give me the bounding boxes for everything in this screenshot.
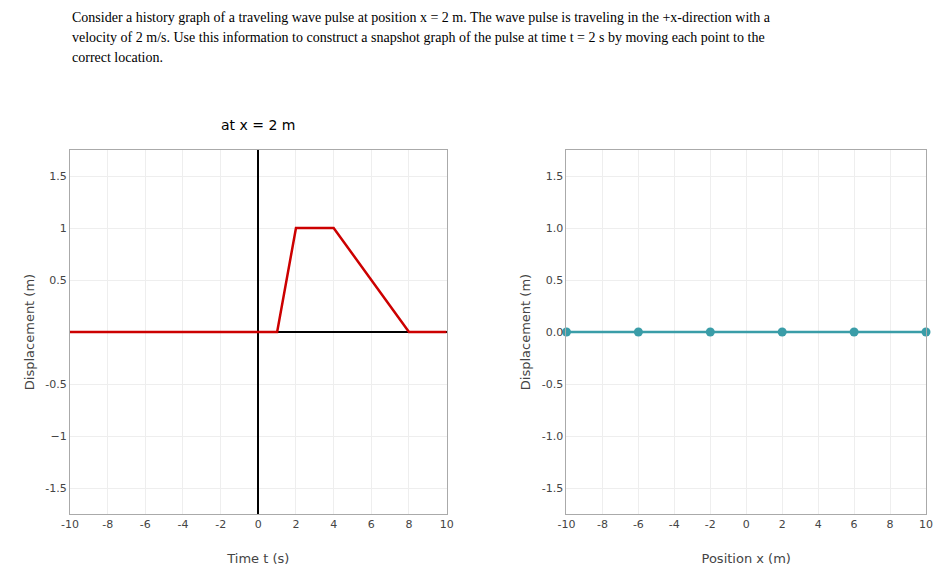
svg-text:1.5: 1.5: [49, 170, 67, 183]
svg-text:Consider a history graph of a: Consider a history graph of a traveling …: [72, 10, 771, 25]
svg-text:1.0: 1.0: [546, 222, 564, 235]
svg-text:Time t (s): Time t (s): [226, 551, 289, 566]
svg-text:Position x (m): Position x (m): [702, 551, 791, 566]
svg-text:-4: -4: [669, 518, 680, 531]
svg-text:10: 10: [440, 518, 454, 531]
svg-text:6: 6: [851, 518, 858, 531]
svg-text:-0.5: -0.5: [45, 378, 66, 391]
svg-text:0: 0: [255, 518, 262, 531]
svg-text:-10: -10: [61, 518, 79, 531]
svg-text:−1: −1: [51, 430, 67, 443]
svg-text:8: 8: [405, 518, 412, 531]
svg-text:velocity of 2 m/s. Use this in: velocity of 2 m/s. Use this information …: [72, 30, 765, 45]
svg-text:-1.5: -1.5: [542, 482, 563, 495]
svg-text:correct location.: correct location.: [72, 50, 163, 65]
svg-text:0.5: 0.5: [49, 274, 67, 287]
svg-text:0.5: 0.5: [546, 274, 564, 287]
svg-text:-4: -4: [178, 518, 189, 531]
svg-text:1.5: 1.5: [546, 170, 564, 183]
svg-text:-1.0: -1.0: [542, 430, 563, 443]
svg-text:0.0: 0.0: [546, 326, 564, 339]
svg-text:0: 0: [743, 518, 750, 531]
svg-text:-6: -6: [633, 518, 644, 531]
svg-text:4: 4: [815, 518, 822, 531]
svg-text:8: 8: [887, 518, 894, 531]
svg-text:4: 4: [330, 518, 337, 531]
svg-text:-8: -8: [597, 518, 608, 531]
svg-text:10: 10: [919, 518, 933, 531]
svg-text:1: 1: [60, 222, 67, 235]
svg-text:at x = 2 m: at x = 2 m: [221, 117, 295, 133]
svg-text:2: 2: [292, 518, 299, 531]
svg-text:-6: -6: [140, 518, 151, 531]
svg-text:-10: -10: [557, 518, 575, 531]
svg-text:Displacement (m): Displacement (m): [22, 274, 37, 390]
svg-text:Displacement (m): Displacement (m): [518, 274, 533, 390]
svg-text:-0.5: -0.5: [542, 378, 563, 391]
svg-text:-8: -8: [102, 518, 113, 531]
svg-text:2: 2: [779, 518, 786, 531]
svg-text:-2: -2: [705, 518, 716, 531]
svg-text:-1.5: -1.5: [45, 482, 66, 495]
svg-text:-2: -2: [215, 518, 226, 531]
svg-text:6: 6: [368, 518, 375, 531]
